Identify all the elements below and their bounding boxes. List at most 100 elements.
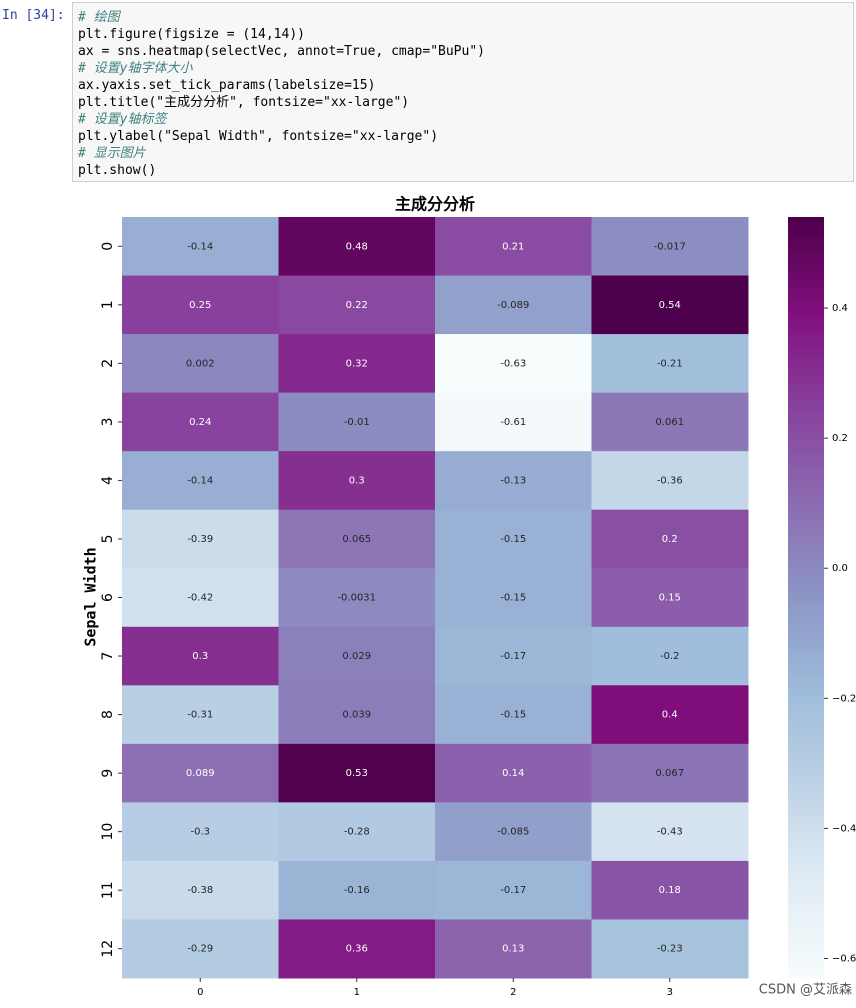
heatmap-cell <box>278 919 436 979</box>
y-tick-label: 1 <box>100 300 116 309</box>
heatmap-cell <box>435 451 592 511</box>
cell-annotation: 0.14 <box>502 768 524 779</box>
cell-annotation: -0.21 <box>657 358 683 369</box>
cell-annotation: -0.3 <box>190 827 210 838</box>
code-line: # 绘图 <box>78 10 120 25</box>
cell-annotation: 0.067 <box>655 768 684 779</box>
cell-annotation: -0.089 <box>497 300 529 311</box>
cell-annotation: -0.15 <box>500 710 526 721</box>
y-tick-label: 6 <box>100 593 116 602</box>
heatmap-cell <box>435 860 592 920</box>
heatmap-cell <box>435 392 592 452</box>
heatmap-cell <box>591 509 749 569</box>
cell-annotation: 0.089 <box>186 768 215 779</box>
heatmap-cell <box>122 275 279 335</box>
y-axis-label: Sepal Width <box>82 547 100 646</box>
heatmap-cell <box>591 626 749 686</box>
code-line: # 设置y轴标签 <box>78 112 167 127</box>
cell-annotation: 0.53 <box>346 768 368 779</box>
code-line: ax.yaxis.set_tick_params(labelsize=15) <box>78 78 376 93</box>
y-tick-label: 5 <box>100 535 116 544</box>
y-tick-label: 0 <box>100 242 116 251</box>
code-cell[interactable]: # 绘图 plt.figure(figsize = (14,14)) ax = sn… <box>72 2 854 182</box>
cell-annotation: -0.085 <box>497 827 529 838</box>
chart-title: 主成分分析 <box>395 195 475 214</box>
heatmap-cell <box>435 685 592 745</box>
code-line: ax = sns.heatmap(selectVec, annot=True, … <box>78 44 485 59</box>
cell-annotation: -0.017 <box>654 241 686 252</box>
cell-annotation: -0.42 <box>187 593 213 604</box>
heatmap-cell <box>122 217 279 277</box>
cell-annotation: 0.24 <box>189 417 211 428</box>
y-tick-label: 4 <box>100 476 116 485</box>
cell-annotation: -0.43 <box>657 827 683 838</box>
cell-annotation: 0.2 <box>662 534 678 545</box>
x-tick-label: 3 <box>667 987 673 998</box>
heatmap-cell <box>122 685 279 745</box>
heatmap-cell <box>278 275 436 335</box>
cell-annotation: 0.25 <box>189 300 211 311</box>
cell-annotation: 0.21 <box>502 241 524 252</box>
cell-annotation: -0.36 <box>657 475 683 486</box>
heatmap-cell <box>435 626 592 686</box>
heatmap-cell <box>435 568 592 628</box>
cell-annotation: -0.16 <box>344 885 370 896</box>
cell-annotation: 0.002 <box>186 358 215 369</box>
heatmap-cell <box>278 217 436 277</box>
heatmap-cell <box>435 509 592 569</box>
cell-annotation: -0.38 <box>187 885 213 896</box>
code-line: plt.figure(figsize = (14,14)) <box>78 27 305 42</box>
heatmap-cell <box>278 392 436 452</box>
cell-annotation: -0.23 <box>657 944 683 955</box>
x-tick-label: 0 <box>197 987 203 998</box>
cell-annotation: 0.48 <box>346 241 368 252</box>
colorbar-tick-label: −0.6 <box>832 953 856 964</box>
cell-annotation: 0.061 <box>655 417 684 428</box>
cell-annotation: -0.61 <box>500 417 526 428</box>
heatmap-cell <box>278 743 436 803</box>
heatmap-cell <box>435 919 592 979</box>
cell-annotation: 0.4 <box>662 710 678 721</box>
heatmap-cell <box>278 626 436 686</box>
cell-annotation: -0.2 <box>660 651 680 662</box>
cell-annotation: -0.01 <box>344 417 370 428</box>
x-tick-label: 1 <box>354 987 360 998</box>
code-line: # 设置y轴字体大小 <box>78 61 193 76</box>
heatmap-cell <box>591 217 749 277</box>
cell-annotation: 0.36 <box>346 944 368 955</box>
cell-annotation: -0.63 <box>500 358 526 369</box>
y-tick-label: 12 <box>100 940 116 958</box>
heatmap-cell <box>122 392 279 452</box>
code-line: plt.ylabel("Sepal Width", fontsize="xx-l… <box>78 129 439 144</box>
cell-annotation: 0.029 <box>342 651 371 662</box>
heatmap-cell <box>278 685 436 745</box>
cell-annotation: -0.13 <box>500 475 526 486</box>
heatmap-cell <box>591 685 749 745</box>
colorbar-tick-label: 0.4 <box>832 303 848 314</box>
cell-annotation: -0.29 <box>187 944 213 955</box>
heatmap-cell <box>591 919 749 979</box>
colorbar-tick-label: −0.4 <box>832 823 856 834</box>
heatmap-cell <box>435 743 592 803</box>
heatmap-cell <box>591 802 749 862</box>
y-tick-label: 10 <box>100 823 116 841</box>
heatmap-cell <box>591 275 749 335</box>
heatmap-cell <box>278 802 436 862</box>
code-line: plt.show() <box>78 163 157 178</box>
colorbar-tick-label: −0.2 <box>832 693 856 704</box>
cell-annotation: 0.32 <box>346 358 368 369</box>
code-line: plt.title("主成分分析", fontsize="xx-large") <box>78 95 410 110</box>
cell-annotation: 0.15 <box>659 593 681 604</box>
cell-prompt: In [34]: <box>2 8 65 23</box>
colorbar <box>788 217 824 978</box>
watermark: CSDN @艾派森 <box>759 983 852 998</box>
y-tick-label: 7 <box>100 652 116 661</box>
heatmap-cell <box>278 568 436 628</box>
cell-annotation: -0.14 <box>187 475 213 486</box>
heatmap-cell <box>435 217 592 277</box>
heatmap-cell <box>591 392 749 452</box>
heatmap-cell <box>122 334 279 394</box>
x-tick-label: 2 <box>510 987 516 998</box>
